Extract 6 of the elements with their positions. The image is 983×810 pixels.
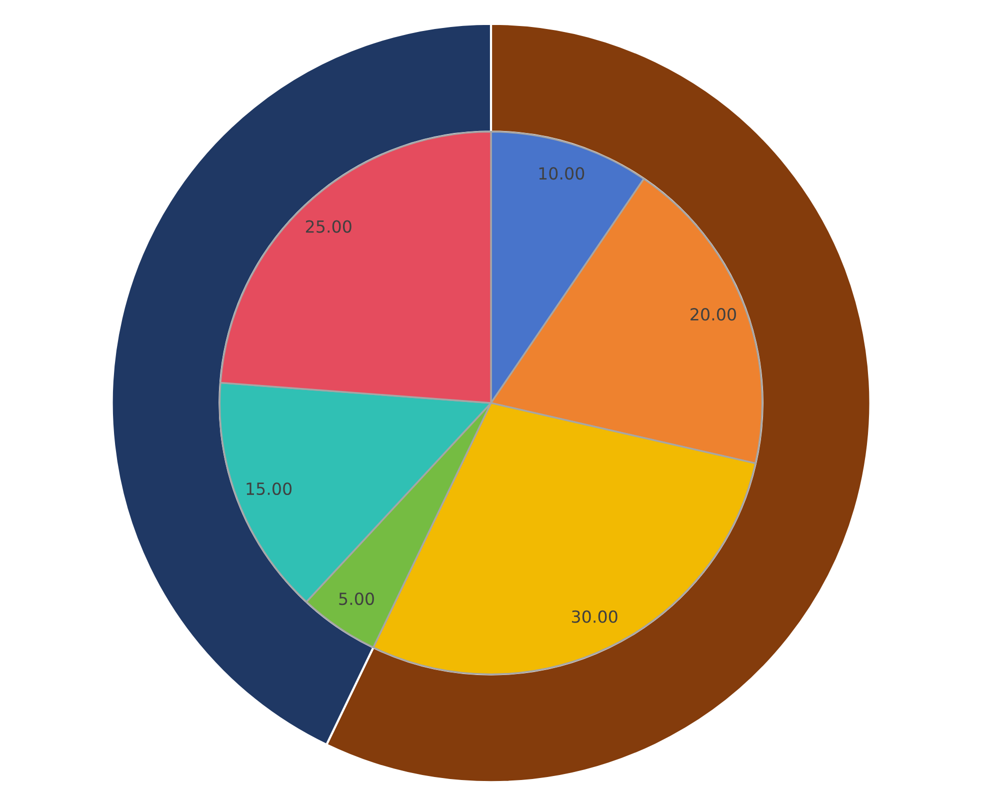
data-label: 15.00 [246,482,292,496]
data-label: 20.00 [690,308,736,321]
data-label: 5.00 [339,592,374,606]
data-label: 25.00 [306,220,352,233]
data-label: 10.00 [539,167,584,180]
data-label: 30.00 [572,610,618,623]
